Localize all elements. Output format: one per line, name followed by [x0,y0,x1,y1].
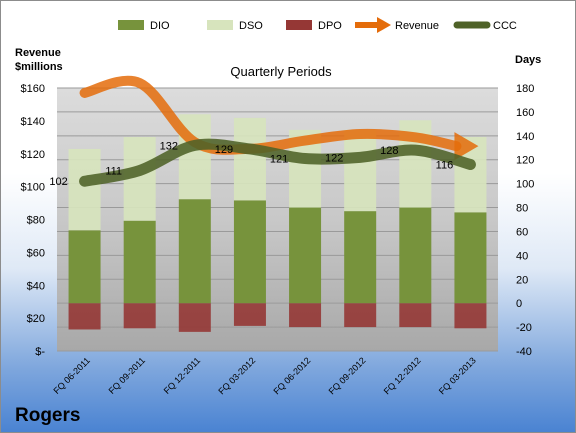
y-right-tick-label: 80 [516,203,528,215]
y-right-tick-label: 0 [516,298,522,310]
company-name: Rogers [15,405,81,426]
ccc-data-label: 111 [105,165,122,177]
x-tick-label: FQ 12-2011 [162,355,203,396]
bar-dio [233,200,266,304]
bar-dio [344,211,377,304]
ccc-data-label: 121 [270,154,288,166]
y-left-tick-label: $160 [21,83,45,95]
y-left-tick-label: $20 [27,313,45,325]
bar-dio [399,207,432,304]
y-right-tick-label: 40 [516,250,528,262]
ccc-data-label: 129 [215,144,233,156]
bar-dpo [289,303,322,328]
y-left-label-line2: $millions [15,61,63,73]
x-tick-label: FQ 09-2011 [107,355,148,396]
y-left-label-line1: Revenue [15,47,61,59]
bar-dso [344,129,377,212]
bar-dio [68,230,101,304]
bar-dpo [123,303,156,329]
y-right-tick-label: 140 [516,131,534,143]
bar-dso [68,148,101,231]
bar-dpo [454,303,487,329]
revenue-line [79,75,462,155]
legend-label: DIO [150,20,170,32]
bar-dio [178,199,211,304]
ccc-data-label: 128 [380,145,398,157]
x-tick-label: FQ 03-2012 [216,355,257,396]
legend-label: CCC [493,20,517,32]
legend-label: Revenue [395,20,439,32]
legend-arrow-revenue [377,17,391,33]
legend-swatch [118,20,144,30]
bar-dpo [233,303,266,326]
bar-dio [123,220,156,304]
ccc-data-label: 122 [325,152,343,164]
y-left-tick-label: $60 [27,247,45,259]
chart-title: Quarterly Periods [230,64,332,79]
bar-dio [454,212,487,304]
x-tick-label: FQ 06-2011 [51,355,92,396]
y-right-tick-label: -40 [516,346,532,358]
y-right-tick-label: 160 [516,107,534,119]
bar-dpo [68,303,101,330]
y-left-tick-label: $120 [21,149,45,161]
y-right-tick-label: 100 [516,179,534,191]
ccc-data-label: 102 [49,176,67,188]
x-tick-label: FQ 12-2012 [382,355,423,396]
plot-area [57,88,498,351]
y-right-tick-label: 180 [516,83,534,95]
y-left-tick-label: $- [35,346,45,358]
y-right-label: Days [515,54,541,66]
x-tick-label: FQ 03-2013 [437,355,478,396]
legend-label: DSO [239,20,263,32]
y-left-tick-label: $40 [27,280,45,292]
revenue-arrowhead [454,132,479,161]
bar-dpo [178,303,211,332]
ccc-data-label: 116 [436,160,454,172]
legend-label: DPO [318,20,342,32]
y-right-tick-label: 60 [516,226,528,238]
bar-dio [289,207,322,304]
bar-dpo [399,303,432,328]
bar-dpo [344,303,377,328]
ccc-data-label: 132 [160,140,178,152]
bar-dso [233,117,266,201]
y-left-tick-label: $80 [27,215,45,227]
ccc-line [79,138,476,187]
y-right-tick-label: -20 [516,322,532,334]
y-right-tick-label: 120 [516,155,534,167]
x-tick-label: FQ 09-2012 [327,355,368,396]
y-left-tick-label: $140 [21,116,45,128]
y-right-tick-label: 20 [516,274,528,286]
legend-swatch [207,20,233,30]
y-left-tick-label: $100 [21,182,45,194]
x-tick-label: FQ 06-2012 [271,355,312,396]
legend-swatch [286,20,312,30]
